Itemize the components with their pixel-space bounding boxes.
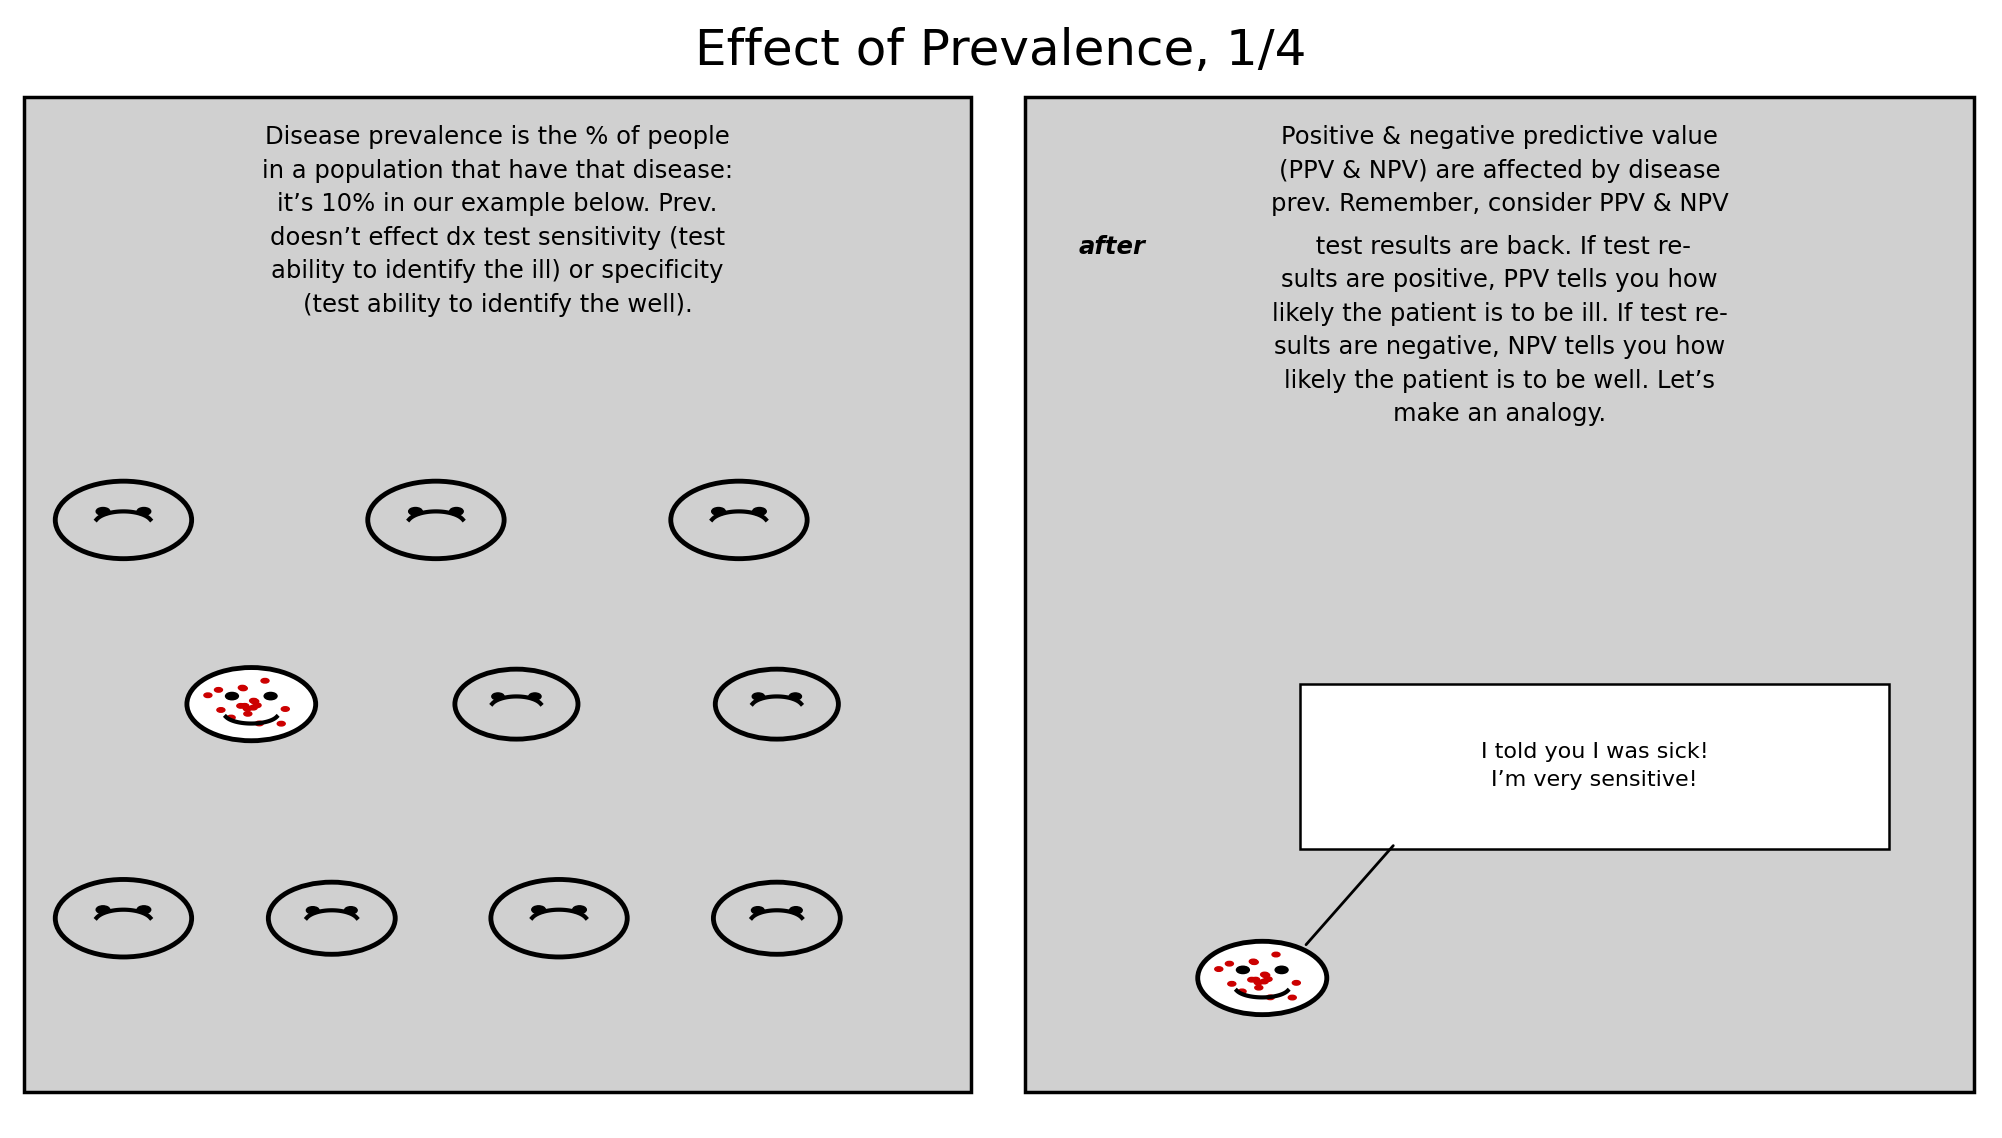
Circle shape <box>1261 972 1269 976</box>
Circle shape <box>1251 978 1259 982</box>
Circle shape <box>204 693 212 698</box>
Text: Effect of Prevalence, 1/4: Effect of Prevalence, 1/4 <box>695 27 1307 75</box>
Circle shape <box>238 685 246 690</box>
Circle shape <box>226 692 238 700</box>
Circle shape <box>711 508 725 516</box>
Circle shape <box>1197 941 1327 1015</box>
Circle shape <box>751 907 765 914</box>
Circle shape <box>573 906 587 914</box>
Circle shape <box>226 716 234 720</box>
Circle shape <box>789 693 801 700</box>
Circle shape <box>244 707 252 711</box>
Circle shape <box>789 907 803 914</box>
Circle shape <box>344 907 356 914</box>
Circle shape <box>1293 981 1301 986</box>
Circle shape <box>1255 986 1263 990</box>
Circle shape <box>450 508 462 516</box>
Circle shape <box>248 706 256 710</box>
Circle shape <box>1251 960 1257 965</box>
Circle shape <box>96 508 110 516</box>
Text: test results are back. If test re-
sults are positive, PPV tells you how
likely : test results are back. If test re- sults… <box>1271 234 1728 426</box>
Circle shape <box>454 669 579 739</box>
Circle shape <box>276 721 284 726</box>
Circle shape <box>1263 976 1271 981</box>
Circle shape <box>408 508 422 516</box>
Circle shape <box>713 882 841 955</box>
Text: Disease prevalence is the % of people
in a population that have that disease:
it: Disease prevalence is the % of people in… <box>262 125 733 316</box>
FancyBboxPatch shape <box>1025 97 1974 1092</box>
Circle shape <box>1237 966 1249 974</box>
Circle shape <box>1249 959 1257 964</box>
Circle shape <box>56 880 192 957</box>
Circle shape <box>1271 953 1279 957</box>
Circle shape <box>671 481 807 559</box>
Circle shape <box>136 906 150 914</box>
Circle shape <box>250 699 258 703</box>
Circle shape <box>1267 995 1275 999</box>
Circle shape <box>264 692 276 700</box>
Circle shape <box>244 711 252 716</box>
Circle shape <box>1261 973 1269 978</box>
Circle shape <box>236 703 244 708</box>
Circle shape <box>1287 996 1295 1000</box>
Circle shape <box>216 708 224 712</box>
Circle shape <box>186 668 316 741</box>
Circle shape <box>715 669 839 739</box>
Circle shape <box>1247 978 1255 982</box>
Circle shape <box>1255 980 1263 984</box>
Circle shape <box>1237 989 1245 993</box>
Circle shape <box>306 907 318 914</box>
Circle shape <box>1225 962 1233 966</box>
Text: Positive & negative predictive value
(PPV & NPV) are affected by disease
prev. R: Positive & negative predictive value (PP… <box>1271 125 1728 249</box>
Circle shape <box>252 703 260 708</box>
Circle shape <box>1275 966 1287 974</box>
Circle shape <box>1215 967 1223 972</box>
Circle shape <box>136 508 150 516</box>
Text: after: after <box>1079 234 1145 258</box>
Circle shape <box>529 693 541 700</box>
Circle shape <box>240 703 248 708</box>
Circle shape <box>1259 979 1267 983</box>
Circle shape <box>260 678 268 683</box>
Circle shape <box>282 707 288 711</box>
Text: I told you I was sick!
I’m very sensitive!: I told you I was sick! I’m very sensitiv… <box>1481 742 1708 791</box>
Circle shape <box>753 693 765 700</box>
FancyBboxPatch shape <box>1299 684 1890 849</box>
Circle shape <box>240 686 248 691</box>
Circle shape <box>753 508 767 516</box>
Circle shape <box>256 721 264 726</box>
FancyBboxPatch shape <box>24 97 971 1092</box>
Circle shape <box>533 906 545 914</box>
Circle shape <box>250 699 258 703</box>
Circle shape <box>368 481 505 559</box>
Circle shape <box>490 880 627 957</box>
Circle shape <box>56 481 192 559</box>
Circle shape <box>96 906 110 914</box>
Circle shape <box>268 882 394 955</box>
Circle shape <box>492 693 505 700</box>
Circle shape <box>214 687 222 692</box>
Circle shape <box>1227 982 1235 987</box>
